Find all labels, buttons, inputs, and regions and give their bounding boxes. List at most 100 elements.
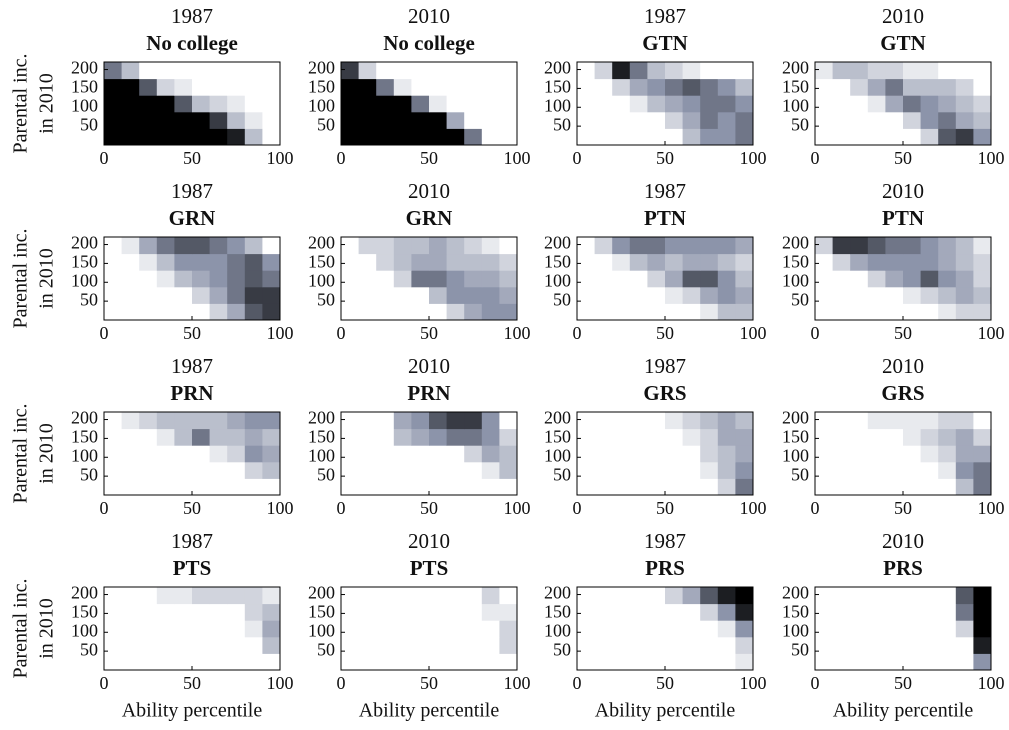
heat-cell [867,620,886,638]
heat-cell [850,587,869,605]
heat-cell [832,253,851,271]
x-tick-label: 100 [267,323,294,343]
heat-cell [717,428,736,446]
heat-cell [647,428,666,446]
heat-cell [938,128,957,146]
heat-cell [244,587,263,605]
heat-cell [121,587,140,605]
heat-cell [429,653,448,671]
heat-cell [647,445,666,463]
x-tick-label: 50 [420,673,438,693]
y-axis-label: in 2010 [36,73,58,134]
heat-cell [209,62,228,80]
heat-cell [594,62,613,80]
heat-cell [464,270,483,288]
heat-cell [262,270,281,288]
y-tick-label: 150 [71,252,98,272]
heat-cell [717,587,736,605]
heat-cell [682,286,701,304]
heat-cell [955,78,974,96]
heat-cell [700,78,719,96]
heat-cell [647,78,666,96]
heat-cell [682,237,701,255]
heat-cell [903,653,922,671]
heat-cell [577,111,596,129]
heat-cell [867,636,886,654]
heat-cell [499,587,518,605]
heat-cell [647,653,666,671]
heat-cell [499,445,518,463]
heat-cell [938,636,957,654]
heat-cell [156,653,175,671]
y-tick-label: 150 [544,77,571,97]
heat-cell [647,62,666,80]
heat-cell [174,286,193,304]
heat-cell [735,303,754,321]
heat-cell [717,461,736,479]
heat-cell [647,620,666,638]
x-tick-label: 0 [573,148,582,168]
heat-cell [209,412,228,430]
heat-cell [376,445,395,463]
heat-cell [429,303,448,321]
heat-cell [612,95,631,113]
heat-cell [717,412,736,430]
heat-cell [717,237,736,255]
heat-cell [682,128,701,146]
heat-cell [227,412,246,430]
heat-cell [885,303,904,321]
y-tick-label: 50 [553,114,571,134]
heat-cell [139,478,158,496]
heat-cell [104,237,123,255]
heat-cell [121,286,140,304]
heat-cell [104,253,123,271]
heat-cell [341,603,360,621]
heat-cell [577,128,596,146]
heat-cell [629,412,648,430]
heat-cell [376,253,395,271]
heat-cell [832,270,851,288]
heat-cell [174,636,193,654]
y-tick-label: 50 [553,639,571,659]
heat-cell [612,653,631,671]
heat-cell [832,478,851,496]
x-tick-label: 100 [740,323,767,343]
heat-cell [850,603,869,621]
heat-cell [867,461,886,479]
heat-cell [594,111,613,129]
heat-cell [815,253,834,271]
heat-cell [920,111,939,129]
panel-title: No college [383,31,475,55]
y-tick-label: 50 [80,289,98,309]
heat-cell [955,587,974,605]
heat-cell [629,636,648,654]
heat-cell [665,95,684,113]
x-tick-label: 100 [504,323,531,343]
heat-cell [665,412,684,430]
heat-cell [665,478,684,496]
heat-cell [665,303,684,321]
heat-cell [411,111,430,129]
heat-cell [481,636,500,654]
heat-cell [938,270,957,288]
heat-cell [227,603,246,621]
heat-cell [139,111,158,129]
heat-cell [665,62,684,80]
heat-cell [629,587,648,605]
x-tick-label: 100 [740,148,767,168]
y-tick-label: 50 [553,464,571,484]
y-tick-label: 200 [71,58,98,78]
heat-cell [446,478,465,496]
heat-cell [920,237,939,255]
heat-cell [629,428,648,446]
heat-cell [227,653,246,671]
heat-cell [700,653,719,671]
heat-cell [244,461,263,479]
heat-cell [612,303,631,321]
heat-cell [850,428,869,446]
heat-cell [665,587,684,605]
heat-cell [358,111,377,129]
heat-cell [481,461,500,479]
heat-cell [499,478,518,496]
heat-cell [192,587,211,605]
